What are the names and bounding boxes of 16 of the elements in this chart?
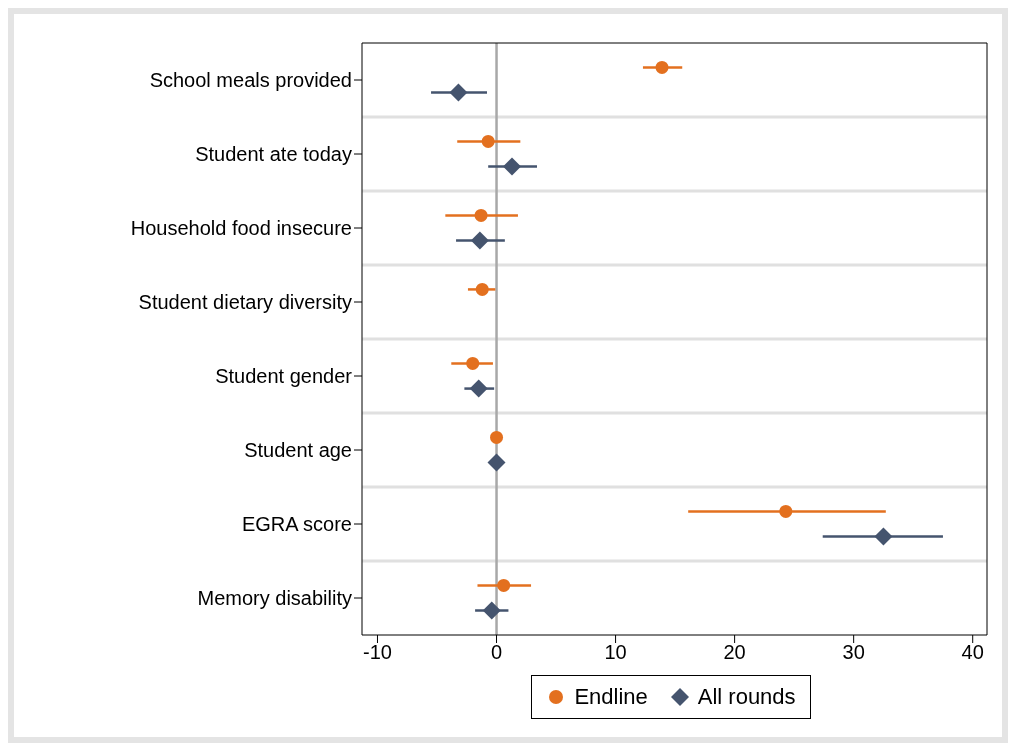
- y-tick-label: Memory disability: [197, 587, 352, 610]
- y-tick-label: School meals provided: [149, 69, 352, 92]
- y-tick-label: Student dietary diversity: [138, 291, 352, 314]
- x-tick-label: 0: [490, 641, 503, 664]
- y-tick-label: Student age: [244, 439, 352, 462]
- x-tick-label: 20: [723, 641, 746, 664]
- legend-label: Endline: [573, 684, 648, 710]
- legend-label: All rounds: [696, 684, 796, 710]
- y-tick-label: EGRA score: [241, 513, 352, 536]
- x-tick-label: 30: [842, 641, 865, 664]
- y-tick-label: Student gender: [215, 365, 353, 388]
- x-tick-label: 40: [961, 641, 984, 664]
- y-tick-label: Household food insecure: [130, 217, 352, 240]
- x-tick-label: -10: [363, 641, 392, 664]
- y-tick-label: Student ate today: [195, 143, 352, 166]
- x-tick-label: 10: [604, 641, 627, 664]
